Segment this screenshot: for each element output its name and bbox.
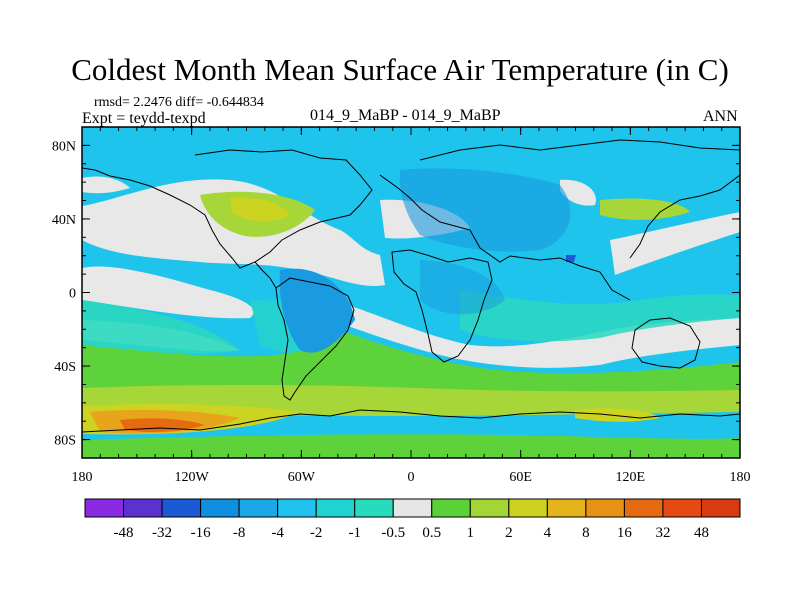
near-zero-band — [82, 176, 130, 194]
temperature-field — [82, 127, 740, 458]
colorbar-label: 16 — [617, 525, 633, 541]
coast-eurasia-north — [419, 139, 740, 161]
colorbar-swatch — [200, 498, 240, 518]
colorbar: -48 -32 -16 -8 -4 -2 -1 -0.5 0.5 1 2 4 8 16 32 48 — [84, 498, 741, 541]
colorbar-label: 0.5 — [422, 525, 441, 541]
colorbar-swatch — [161, 498, 202, 518]
lon-label: 0 — [408, 470, 415, 485]
coast-central-america — [254, 261, 277, 289]
colorbar-label: 2 — [505, 525, 513, 541]
colorbar-label: 8 — [582, 525, 590, 541]
lon-label: 180 — [72, 470, 93, 485]
near-zero-band — [330, 300, 740, 368]
center-label: 014_9_MaBP - 014_9_MaBP — [310, 107, 501, 124]
colorbar-swatch — [469, 498, 510, 518]
colorbar-swatch — [238, 498, 279, 518]
green-band — [82, 434, 740, 458]
colorbar-swatch — [585, 498, 625, 518]
colorbar-swatch — [431, 498, 471, 518]
blue-patch — [399, 168, 571, 252]
map-axis-labels: 180 120W 60W 0 60E 120E 180 80N 40N 0 40S 80S — [52, 139, 751, 485]
coastlines — [82, 139, 740, 433]
colorbar-swatch — [84, 498, 125, 518]
coast-australia — [631, 317, 701, 369]
olive-band — [230, 197, 290, 222]
coast-africa — [391, 249, 493, 363]
coast-south-america — [275, 277, 355, 401]
coast-north-america — [82, 149, 373, 269]
colorbar-label: -0.5 — [381, 525, 405, 541]
colorbar-label: -8 — [233, 525, 246, 541]
coast-antarctica — [82, 409, 740, 433]
coast-asia-east — [629, 174, 740, 259]
teal-band — [82, 300, 240, 354]
colorbar-swatch — [508, 498, 548, 518]
colorbar-label: -4 — [271, 525, 284, 541]
colorbar-label: 48 — [694, 525, 709, 541]
rmsd-diff-label: rmsd= 2.2476 diff= -0.644834 — [94, 95, 264, 110]
season-label: ANN — [703, 108, 738, 125]
map-ticks — [81, 126, 741, 459]
lat-label: 0 — [69, 287, 76, 302]
lon-label: 180 — [730, 470, 751, 485]
colorbar-label: -2 — [310, 525, 323, 541]
blue-patch — [566, 255, 576, 262]
colorbar-label: -48 — [114, 525, 134, 541]
near-zero-band — [82, 179, 385, 287]
experiment-label: Expt = teydd-texpd — [82, 110, 206, 127]
lat-label: 80S — [54, 434, 76, 449]
colorbar-swatch — [123, 498, 163, 518]
lat-label: 80N — [52, 139, 76, 154]
colorbar-swatch — [700, 498, 741, 518]
lime-band — [600, 198, 690, 220]
map-title: Coldest Month Mean Surface Air Temperatu… — [71, 52, 729, 87]
colorbar-swatch — [315, 498, 356, 518]
lon-label: 120E — [616, 470, 646, 485]
near-zero-band — [82, 266, 254, 319]
colorbar-label: 4 — [544, 525, 552, 541]
colorbar-label: -16 — [191, 525, 211, 541]
teal-band — [460, 290, 740, 342]
colorbar-swatch — [392, 498, 433, 518]
colorbar-label: 1 — [467, 525, 475, 541]
colorbar-swatch — [662, 498, 702, 518]
colorbar-label: -32 — [152, 525, 172, 541]
colorbar-label: -1 — [348, 525, 361, 541]
lat-label: 40N — [52, 213, 76, 228]
colorbar-swatch — [354, 498, 394, 518]
lat-label: 40S — [54, 360, 76, 375]
colorbar-swatch — [623, 498, 664, 518]
olive-band — [575, 408, 660, 422]
colorbar-label: 32 — [655, 525, 670, 541]
coast-europe-asia — [379, 174, 631, 301]
colorbar-swatch — [277, 498, 317, 518]
lon-label: 120W — [175, 470, 210, 485]
colorbar-swatch — [546, 498, 587, 518]
lon-label: 60W — [288, 470, 316, 485]
lon-label: 60E — [509, 470, 532, 485]
near-zero-band — [610, 212, 740, 275]
near-zero-band — [560, 179, 596, 206]
